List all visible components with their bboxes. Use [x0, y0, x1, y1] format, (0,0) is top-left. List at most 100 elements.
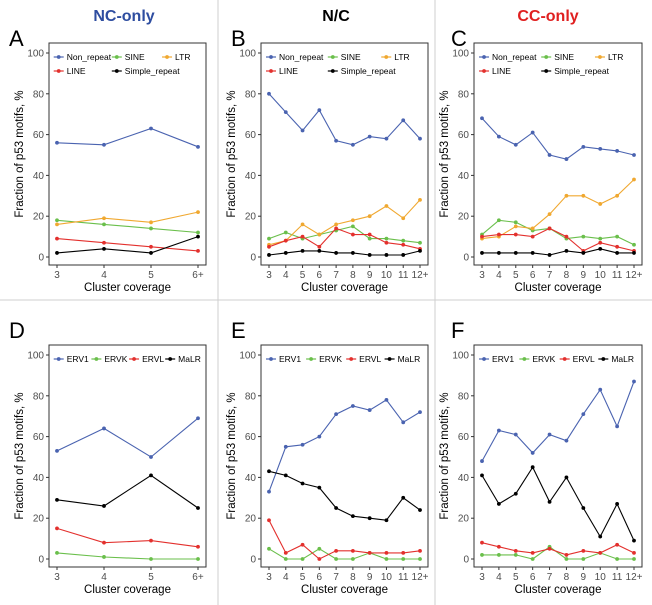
legend-label-erv1: ERV1 [492, 354, 514, 364]
data-point [384, 236, 389, 241]
x-tick-label: 10 [595, 270, 607, 281]
y-tick-label: 100 [452, 351, 469, 362]
data-point [480, 251, 484, 255]
legend-label-ervl: ERVL [573, 354, 595, 364]
series-line [56, 527, 199, 548]
legend-swatch-point [114, 55, 119, 59]
data-point [418, 240, 422, 245]
data-point [496, 251, 501, 255]
data-point [334, 506, 339, 510]
legend-label-ervk: ERVK [532, 354, 555, 364]
data-point [350, 251, 355, 255]
data-point [632, 242, 636, 247]
x-tick-label: 6 [317, 270, 323, 281]
legend-label-ervl: ERVL [359, 354, 381, 364]
y-tick-label: 0 [38, 555, 44, 566]
legend: Non_repeat SINE LTR LINE Simple_repeat [479, 52, 623, 76]
x-axis-label: Cluster coverage [84, 282, 171, 294]
x-tick-label: 6 [530, 270, 536, 281]
x-tick-label: 6+ [192, 270, 204, 281]
series-line [268, 93, 421, 146]
x-tick-label: 12+ [412, 270, 429, 281]
data-point [149, 126, 153, 131]
data-point [564, 553, 569, 557]
legend-swatch-point [522, 357, 527, 361]
y-tick-label: 20 [245, 514, 257, 525]
legend-label-erv1: ERV1 [67, 354, 89, 364]
data-point [367, 134, 372, 139]
y-tick-label: 60 [245, 130, 257, 141]
data-point [300, 248, 305, 253]
x-tick-label: 7 [547, 572, 553, 583]
panel-letter-e: E [231, 318, 246, 343]
series-line [268, 250, 421, 256]
data-point [401, 118, 406, 123]
data-point [149, 557, 153, 561]
data-point [513, 220, 518, 225]
series-line [268, 470, 421, 521]
data-point [350, 557, 355, 561]
data-point [581, 557, 586, 561]
data-point [300, 557, 305, 561]
data-point [283, 238, 288, 243]
column-title-nc-only: NC-only [93, 8, 154, 25]
legend-swatch-point [269, 55, 273, 59]
data-point [384, 518, 389, 523]
data-point [615, 244, 620, 249]
data-point [418, 548, 422, 553]
data-point [102, 246, 106, 251]
y-axis-label: Fraction of p53 motifs, % [226, 392, 238, 519]
plot-frame [260, 344, 429, 568]
data-point [350, 224, 355, 229]
x-tick-label: 11 [398, 572, 409, 583]
y-tick-label: 80 [458, 391, 470, 402]
y-tick-label: 0 [250, 253, 256, 264]
plot-frame [48, 344, 207, 568]
x-tick-label: 4 [283, 572, 289, 583]
x-tick-label: 3 [266, 270, 272, 281]
data-point [598, 550, 603, 555]
data-point [530, 234, 535, 239]
data-point [350, 548, 355, 553]
x-tick-label: 3 [479, 572, 485, 583]
y-tick-label: 40 [33, 171, 45, 182]
series-line [482, 248, 634, 256]
x-axis-label: Cluster coverage [515, 282, 602, 294]
data-point [317, 108, 322, 113]
data-point [102, 222, 106, 227]
y-tick-label: 80 [458, 89, 470, 100]
y-tick-label: 60 [33, 130, 45, 141]
data-point [317, 557, 322, 561]
legend-label-ervk: ERVK [319, 354, 342, 364]
series-line [267, 226, 422, 251]
y-tick-label: 60 [245, 432, 257, 443]
x-axis-label: Cluster coverage [84, 584, 171, 596]
x-axis-label: Cluster coverage [301, 282, 388, 294]
chart-panel-f: 0 20 40 60 80 100 3 4 5 6 7 8 9 10 11 12+ Cluster covera… [439, 344, 643, 596]
series-ervk [55, 550, 200, 561]
legend: Non_repeat SINE LTR LINE Simple_repeat [53, 52, 190, 76]
data-point [367, 516, 372, 521]
data-point [598, 202, 603, 206]
data-point [283, 557, 288, 561]
data-point [513, 142, 518, 147]
data-point [384, 240, 389, 245]
chart-panel-a: 0 20 40 60 80 100 3 4 5 6+ Cluster coverage Fractio… [14, 42, 207, 294]
data-point [149, 473, 153, 478]
data-point [581, 251, 586, 255]
data-point [196, 230, 200, 235]
legend-swatch-point [562, 357, 567, 361]
data-point [547, 153, 552, 157]
data-point [480, 234, 484, 239]
legend-swatch-point [165, 55, 169, 59]
data-point [496, 502, 501, 506]
series-malr [480, 465, 636, 543]
x-tick-label: 11 [612, 572, 623, 583]
data-point [513, 432, 518, 437]
data-point [401, 238, 406, 243]
x-tick-label: 12+ [626, 572, 643, 583]
data-point [547, 432, 552, 437]
x-axis-label: Cluster coverage [301, 584, 388, 596]
series-ervl [267, 518, 422, 561]
data-point [513, 251, 518, 255]
